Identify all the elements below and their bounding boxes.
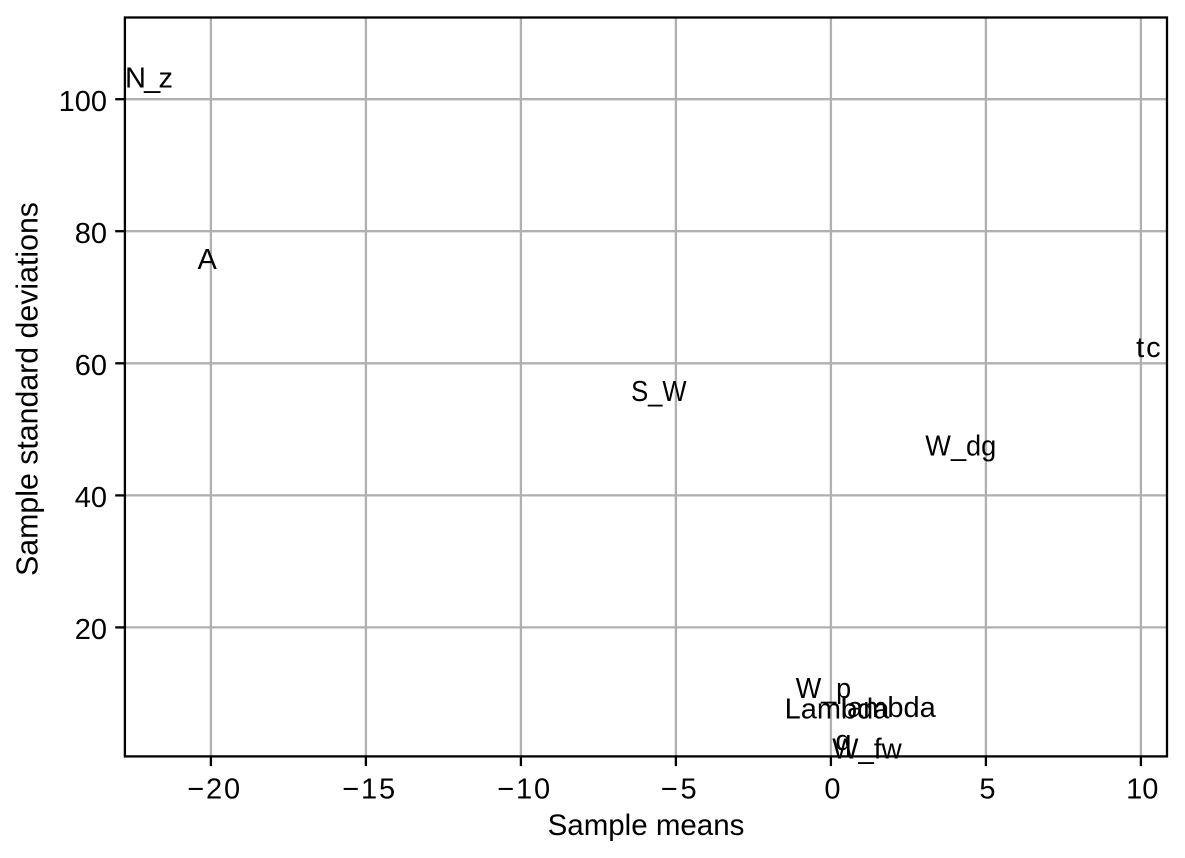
svg-text:20: 20: [75, 614, 107, 646]
svg-text:5: 5: [979, 774, 995, 806]
svg-text:0: 0: [824, 774, 840, 806]
svg-text:tc: tc: [1136, 332, 1161, 364]
svg-text:60: 60: [75, 350, 107, 382]
svg-text:A: A: [198, 244, 218, 276]
svg-text:lambda: lambda: [841, 692, 937, 724]
svg-text:Sample standard deviations: Sample standard deviations: [12, 202, 45, 576]
svg-text:Lambda: Lambda: [785, 694, 891, 726]
svg-text:W_fw: W_fw: [832, 733, 903, 765]
svg-text:80: 80: [75, 218, 107, 250]
svg-text:−10: −10: [497, 774, 550, 806]
svg-text:S_W: S_W: [631, 376, 687, 408]
svg-text:W_dg: W_dg: [925, 430, 996, 462]
svg-text:40: 40: [75, 482, 107, 514]
svg-text:W_p: W_p: [796, 673, 852, 705]
svg-text:10: 10: [1126, 774, 1158, 806]
svg-text:−20: −20: [187, 774, 240, 806]
svg-text:q: q: [835, 725, 851, 757]
svg-text:N_z: N_z: [125, 62, 173, 94]
svg-text:−15: −15: [342, 774, 395, 806]
svg-text:Sample means: Sample means: [548, 809, 745, 842]
svg-text:100: 100: [59, 86, 107, 118]
